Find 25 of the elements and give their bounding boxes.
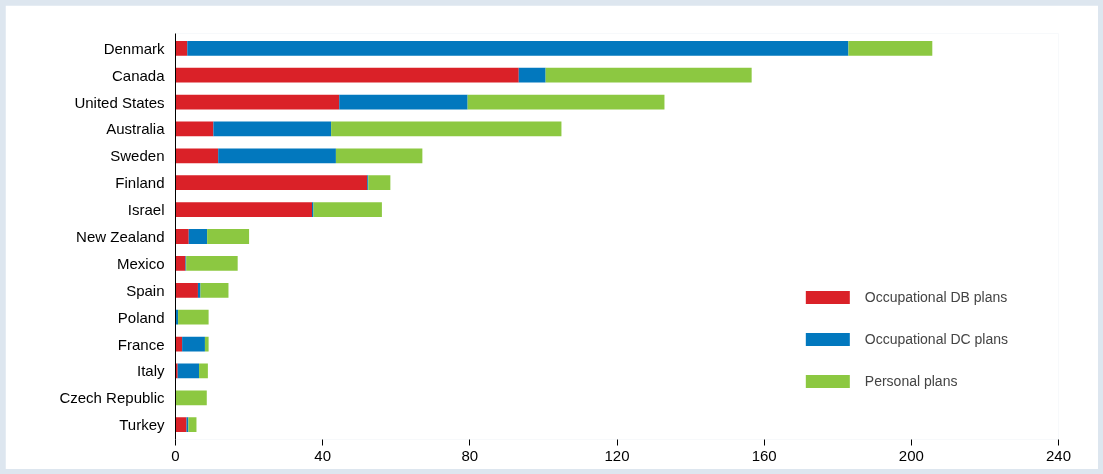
x-tick-label: 200: [898, 446, 924, 464]
y-tick-label: Denmark: [103, 39, 165, 57]
legend-label: Occupational DC plans: [864, 331, 1008, 347]
y-tick-label: Czech Republic: [59, 389, 165, 407]
y-tick-label: France: [117, 335, 165, 353]
y-tick-label: Turkey: [119, 416, 165, 434]
x-tick-label: 120: [604, 446, 630, 464]
y-tick-label: Australia: [106, 120, 166, 138]
x-tick-label: 0: [171, 446, 180, 464]
x-tick-label: 80: [461, 446, 479, 464]
x-tick-label: 40: [314, 446, 332, 464]
y-tick-label: Sweden: [110, 147, 165, 165]
y-tick-label: Mexico: [116, 254, 165, 272]
y-tick-label: Finland: [115, 174, 165, 192]
y-tick-label: Canada: [111, 66, 166, 84]
y-tick-label: United States: [74, 93, 165, 111]
legend-label: Occupational DB plans: [864, 289, 1008, 305]
x-tick-label: 240: [1045, 446, 1072, 464]
y-tick-label: New Zealand: [76, 228, 165, 245]
y-tick-label: Italy: [136, 362, 165, 380]
y-tick-label: Israel: [127, 201, 165, 219]
y-tick-label: Poland: [117, 308, 165, 326]
y-tick-label: Spain: [126, 281, 165, 299]
x-tick-label: 160: [751, 446, 777, 464]
legend-label: Personal plans: [864, 373, 958, 389]
